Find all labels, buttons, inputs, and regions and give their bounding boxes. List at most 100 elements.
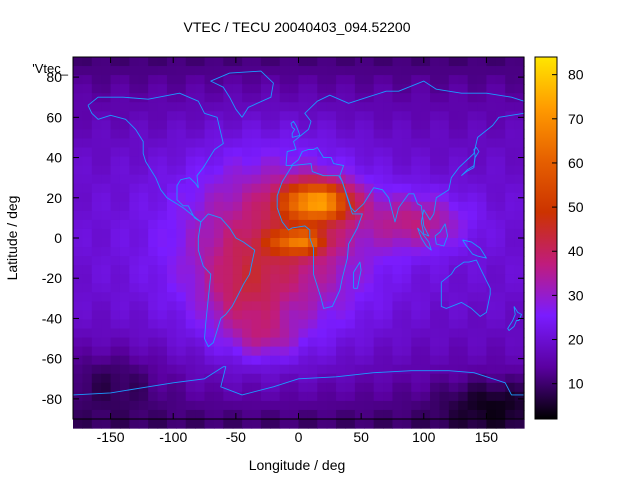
heatmap-cell xyxy=(260,75,271,85)
heatmap-cell xyxy=(270,93,281,103)
heatmap-cell xyxy=(251,337,262,348)
heatmap-cell xyxy=(110,310,121,321)
heatmap-cell xyxy=(232,301,243,311)
heatmap-cell xyxy=(477,138,488,149)
heatmap-cell xyxy=(383,256,394,266)
heatmap-cell xyxy=(392,174,403,185)
colorbar-tick-label: 70 xyxy=(568,111,584,127)
heatmap-cell xyxy=(260,274,271,284)
heatmap-cell xyxy=(392,301,403,311)
heatmap-cell xyxy=(448,156,459,167)
heatmap-cell xyxy=(411,192,422,203)
heatmap-cell xyxy=(232,183,243,194)
heatmap-cell xyxy=(82,201,93,212)
heatmap-cell xyxy=(458,292,469,302)
heatmap-cell xyxy=(157,238,168,248)
heatmap-cell xyxy=(213,201,224,212)
heatmap-cell xyxy=(251,382,262,393)
heatmap-cell xyxy=(166,382,177,393)
coastline-madagascar xyxy=(353,261,362,289)
heatmap-cell xyxy=(279,328,290,339)
heatmap-cell xyxy=(326,265,337,275)
coastline-antarctica xyxy=(72,366,524,396)
heatmap-cell xyxy=(430,400,441,411)
heatmap-cell xyxy=(514,391,525,402)
heatmap-cell xyxy=(317,409,328,420)
heatmap-cell xyxy=(326,328,337,339)
heatmap-cell xyxy=(458,364,469,375)
heatmap-cell xyxy=(298,328,309,339)
heatmap-cell xyxy=(138,373,149,384)
heatmap-cell xyxy=(495,147,506,158)
heatmap-cell xyxy=(110,238,121,248)
heatmap-cell xyxy=(336,120,347,130)
y-tick-label: -20 xyxy=(42,270,62,286)
heatmap-cell xyxy=(242,292,253,302)
heatmap-cell xyxy=(392,156,403,167)
heatmap-cell xyxy=(119,346,130,357)
heatmap-cell xyxy=(336,409,347,420)
heatmap-cell xyxy=(495,66,506,76)
heatmap-cell xyxy=(138,129,149,140)
heatmap-cell xyxy=(119,283,130,293)
heatmap-cell xyxy=(467,301,478,311)
heatmap-cell xyxy=(420,319,431,330)
heatmap-cell xyxy=(110,364,121,375)
heatmap-cell xyxy=(505,138,516,149)
heatmap-cell xyxy=(307,219,318,230)
heatmap-cell xyxy=(336,256,347,266)
heatmap-cell xyxy=(232,120,243,130)
heatmap-cell xyxy=(213,310,224,321)
heatmap-cell xyxy=(82,328,93,339)
heatmap-cell xyxy=(213,400,224,411)
heatmap-cell xyxy=(148,129,159,140)
heatmap-cell xyxy=(430,292,441,302)
heatmap-cell xyxy=(129,292,140,302)
heatmap-cell xyxy=(204,355,215,366)
heatmap-cell xyxy=(232,228,243,239)
heatmap-cell xyxy=(204,93,215,103)
heatmap-cell xyxy=(326,346,337,357)
heatmap-cell xyxy=(392,66,403,76)
heatmap-cell xyxy=(232,247,243,257)
heatmap-cell xyxy=(129,75,140,85)
heatmap-cell xyxy=(383,93,394,103)
heatmap-cell xyxy=(392,147,403,158)
heatmap-cell xyxy=(195,265,206,275)
heatmap-cell xyxy=(411,111,422,121)
heatmap-cell xyxy=(495,84,506,94)
heatmap-cell xyxy=(279,409,290,420)
heatmap-cell xyxy=(232,346,243,357)
heatmap-cell xyxy=(505,337,516,348)
heatmap-cell xyxy=(204,373,215,384)
heatmap-cell xyxy=(354,292,365,302)
heatmap-cell xyxy=(82,174,93,185)
heatmap-cell xyxy=(260,400,271,411)
heatmap-cell xyxy=(401,165,412,176)
heatmap-cell xyxy=(270,301,281,311)
heatmap-cell xyxy=(166,192,177,203)
heatmap-cell xyxy=(251,256,262,266)
heatmap-cell xyxy=(354,93,365,103)
heatmap-cell xyxy=(298,228,309,239)
heatmap-cell xyxy=(176,138,187,149)
heatmap-cell xyxy=(251,319,262,330)
heatmap-cell xyxy=(82,57,93,67)
heatmap-cell xyxy=(477,120,488,130)
heatmap-cell xyxy=(514,84,525,94)
heatmap-cell xyxy=(176,274,187,284)
heatmap-cell xyxy=(336,328,347,339)
heatmap-cell xyxy=(157,382,168,393)
heatmap-cell xyxy=(213,57,224,67)
heatmap-cell xyxy=(439,93,450,103)
heatmap-cell xyxy=(91,382,102,393)
heatmap-cell xyxy=(420,283,431,293)
heatmap-cell xyxy=(110,93,121,103)
heatmap-cell xyxy=(477,111,488,121)
heatmap-cell xyxy=(82,120,93,130)
heatmap-cell xyxy=(195,391,206,402)
heatmap-cell xyxy=(411,75,422,85)
heatmap-cell xyxy=(91,319,102,330)
heatmap-cell xyxy=(298,165,309,176)
heatmap-cell xyxy=(439,129,450,140)
